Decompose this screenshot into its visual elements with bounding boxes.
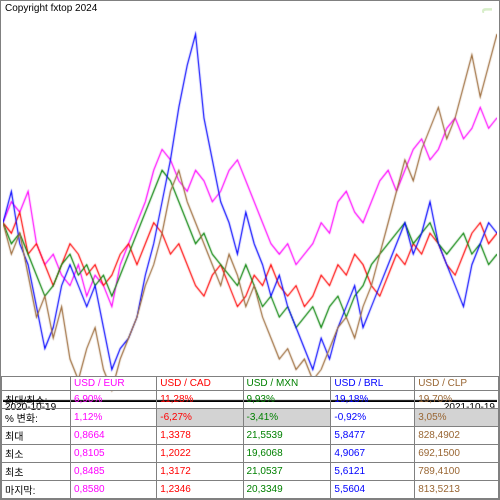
column-header: USD / MXN: [243, 377, 331, 391]
row-label: 최대: [2, 427, 71, 445]
table-cell: 1,12%: [71, 409, 157, 427]
table-row: 최대0,86641,337821,55395,8477828,4902: [2, 427, 499, 445]
table-cell: 21,0537: [243, 463, 331, 481]
table-cell: 0,8105: [71, 445, 157, 463]
chart-container: Copyright fxtop 2024 xtop .com 2020-10-1…: [0, 0, 500, 500]
table-row: % 변화:1,12%-6,27%-3,41%-0,92%3,05%: [2, 409, 499, 427]
table-row: 마지막:0,85801,234620,33495,5604813,5213: [2, 481, 499, 499]
table-cell: 1,3378: [157, 427, 243, 445]
line-chart-canvas: [3, 13, 497, 401]
data-table: USD / EURUSD / CADUSD / MXNUSD / BRLUSD …: [1, 376, 499, 499]
row-label: 최초: [2, 463, 71, 481]
table-cell: 1,3172: [157, 463, 243, 481]
column-header: USD / CLP: [415, 377, 499, 391]
chart-area: [3, 13, 497, 402]
table-cell: 0,8485: [71, 463, 157, 481]
table-cell: 828,4902: [415, 427, 499, 445]
table-cell: 0,8664: [71, 427, 157, 445]
table-cell: 1,2346: [157, 481, 243, 499]
table-cell: 11,28%: [157, 391, 243, 409]
table-cell: 19,6068: [243, 445, 331, 463]
table-cell: 20,3349: [243, 481, 331, 499]
table-cell: -3,41%: [243, 409, 331, 427]
table-row: 최초0,84851,317221,05375,6121789,4100: [2, 463, 499, 481]
table-cell: 1,2022: [157, 445, 243, 463]
table-cell: 813,5213: [415, 481, 499, 499]
table-cell: 5,6121: [331, 463, 415, 481]
table-cell: 21,5539: [243, 427, 331, 445]
table-cell: 4,9067: [331, 445, 415, 463]
table-cell: 3,05%: [415, 409, 499, 427]
row-label: % 변화:: [2, 409, 71, 427]
table-cell: 6,90%: [71, 391, 157, 409]
table-cell: 0,8580: [71, 481, 157, 499]
table-header-row: USD / EURUSD / CADUSD / MXNUSD / BRLUSD …: [2, 377, 499, 391]
column-header: USD / BRL: [331, 377, 415, 391]
table-cell: -0,92%: [331, 409, 415, 427]
column-header: USD / CAD: [157, 377, 243, 391]
table-cell: 19,18%: [331, 391, 415, 409]
table-cell: 692,1500: [415, 445, 499, 463]
row-label: 마지막:: [2, 481, 71, 499]
table-cell: -6,27%: [157, 409, 243, 427]
table-row: 최대/최소:6,90%11,28%9,93%19,18%19,70%: [2, 391, 499, 409]
table-cell: 9,93%: [243, 391, 331, 409]
table-row: 최소0,81051,202219,60684,9067692,1500: [2, 445, 499, 463]
table-cell: 19,70%: [415, 391, 499, 409]
table-cell: 789,4100: [415, 463, 499, 481]
row-label: 최대/최소:: [2, 391, 71, 409]
table-cell: 5,8477: [331, 427, 415, 445]
column-header: USD / EUR: [71, 377, 157, 391]
header-blank: [2, 377, 71, 391]
row-label: 최소: [2, 445, 71, 463]
table-cell: 5,5604: [331, 481, 415, 499]
